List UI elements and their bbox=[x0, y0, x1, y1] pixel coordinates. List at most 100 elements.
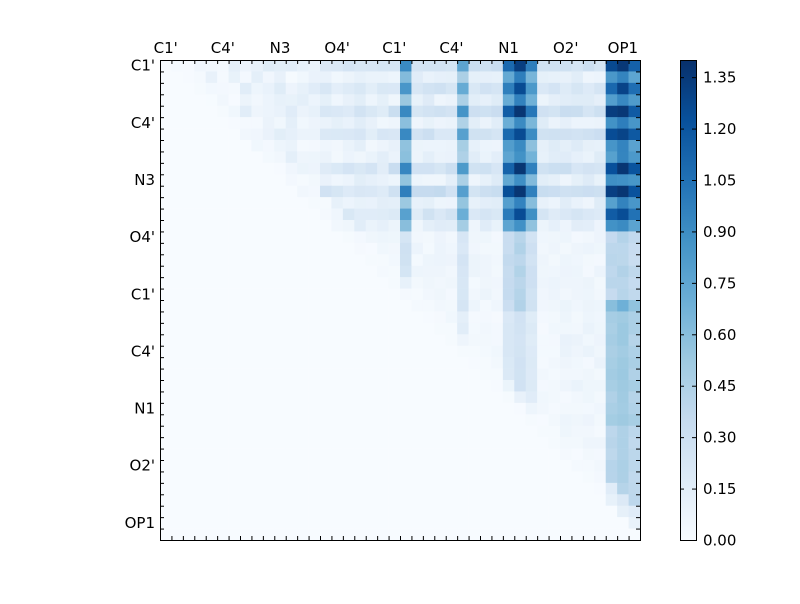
y-tick-label: C4' bbox=[131, 114, 155, 132]
heatmap-cell bbox=[605, 151, 618, 164]
colorbar-tick-label: 1.20 bbox=[703, 120, 736, 138]
heatmap-cell bbox=[320, 505, 332, 518]
heatmap-cell bbox=[160, 368, 172, 381]
heatmap-cell bbox=[194, 482, 207, 495]
heatmap-cell bbox=[251, 128, 264, 141]
heatmap-cell bbox=[491, 414, 504, 427]
heatmap-cell bbox=[480, 174, 492, 187]
heatmap-cell bbox=[217, 311, 229, 324]
heatmap-cell bbox=[365, 494, 378, 507]
heatmap-cell bbox=[274, 528, 287, 541]
heatmap-cell bbox=[617, 300, 629, 312]
heatmap-cell bbox=[502, 140, 515, 152]
heatmap-cell bbox=[354, 494, 367, 507]
heatmap-cell bbox=[251, 460, 264, 472]
heatmap-cell bbox=[445, 334, 458, 347]
heatmap-cell bbox=[205, 128, 218, 141]
heatmap-cell bbox=[297, 60, 309, 72]
heatmap-cell bbox=[240, 197, 252, 209]
heatmap-cell bbox=[468, 242, 481, 255]
heatmap-cell bbox=[434, 277, 447, 289]
heatmap-cell bbox=[411, 242, 424, 255]
heatmap-cell bbox=[285, 277, 298, 289]
heatmap-cell bbox=[537, 197, 549, 209]
heatmap-cell bbox=[594, 391, 607, 404]
heatmap-cell bbox=[182, 357, 195, 369]
heatmap-cell bbox=[297, 334, 309, 347]
heatmap-cell bbox=[274, 265, 287, 278]
heatmap-cell bbox=[331, 254, 344, 267]
heatmap-cell bbox=[582, 345, 595, 358]
heatmap-cell bbox=[502, 357, 515, 369]
y-tick-label: C1' bbox=[131, 285, 155, 303]
heatmap-cell bbox=[400, 425, 412, 438]
heatmap-cell bbox=[297, 482, 309, 495]
heatmap-cell bbox=[571, 254, 584, 267]
heatmap-cell bbox=[468, 162, 481, 175]
heatmap-cell bbox=[251, 437, 264, 449]
heatmap-cell bbox=[548, 391, 561, 404]
heatmap-cell bbox=[388, 505, 401, 518]
heatmap-cell bbox=[228, 494, 241, 507]
heatmap-cell bbox=[251, 528, 264, 541]
heatmap-cell bbox=[480, 460, 492, 472]
heatmap-cell bbox=[548, 174, 561, 187]
heatmap-cell bbox=[605, 208, 618, 221]
heatmap-cell bbox=[285, 494, 298, 507]
heatmap-cell bbox=[560, 482, 572, 495]
heatmap-cell bbox=[445, 482, 458, 495]
heatmap-cell bbox=[240, 220, 252, 232]
heatmap-cell bbox=[445, 174, 458, 187]
heatmap-cell bbox=[171, 197, 184, 209]
heatmap-cell bbox=[548, 368, 561, 381]
heatmap-cell bbox=[377, 242, 389, 255]
heatmap-cell bbox=[285, 300, 298, 312]
heatmap-cell bbox=[285, 60, 298, 72]
heatmap-cell bbox=[182, 482, 195, 495]
heatmap-cell bbox=[320, 231, 332, 244]
heatmap-cell bbox=[388, 174, 401, 187]
heatmap-cell bbox=[365, 162, 378, 175]
heatmap-cell bbox=[502, 368, 515, 381]
heatmap-cell bbox=[182, 414, 195, 427]
heatmap-cell bbox=[205, 265, 218, 278]
heatmap-cell bbox=[262, 185, 275, 198]
heatmap-cell bbox=[628, 128, 641, 141]
heatmap-cell bbox=[171, 380, 184, 392]
heatmap-cell bbox=[457, 220, 469, 232]
heatmap-cell bbox=[182, 242, 195, 255]
heatmap-cell bbox=[297, 448, 309, 461]
colorbar-tick-label: 0.15 bbox=[703, 480, 736, 498]
heatmap-cell bbox=[560, 357, 572, 369]
heatmap-cell bbox=[480, 105, 492, 118]
heatmap-cell bbox=[582, 140, 595, 152]
heatmap-cell bbox=[182, 368, 195, 381]
heatmap-cell bbox=[297, 345, 309, 358]
heatmap-cell bbox=[525, 300, 538, 312]
heatmap-cell bbox=[400, 437, 412, 449]
heatmap-cell bbox=[594, 140, 607, 152]
heatmap-cell bbox=[388, 71, 401, 84]
heatmap-cell bbox=[514, 265, 527, 278]
heatmap-cell bbox=[525, 140, 538, 152]
heatmap-cell bbox=[480, 380, 492, 392]
heatmap-cell bbox=[205, 242, 218, 255]
heatmap-cell bbox=[308, 482, 321, 495]
heatmap-cell bbox=[400, 94, 412, 107]
heatmap-cell bbox=[274, 482, 287, 495]
heatmap-cell bbox=[354, 482, 367, 495]
heatmap-cell bbox=[342, 425, 355, 438]
heatmap-cell bbox=[480, 117, 492, 129]
heatmap-cell bbox=[354, 140, 367, 152]
heatmap-cell bbox=[605, 425, 618, 438]
heatmap-cell bbox=[365, 185, 378, 198]
heatmap-cell bbox=[205, 357, 218, 369]
heatmap-cell bbox=[320, 140, 332, 152]
heatmap-cell bbox=[285, 517, 298, 529]
heatmap-cell bbox=[491, 231, 504, 244]
heatmap-cell bbox=[274, 117, 287, 129]
heatmap-cell bbox=[571, 311, 584, 324]
heatmap-cell bbox=[457, 185, 469, 198]
heatmap-cell bbox=[240, 82, 252, 95]
heatmap-cell bbox=[228, 471, 241, 484]
